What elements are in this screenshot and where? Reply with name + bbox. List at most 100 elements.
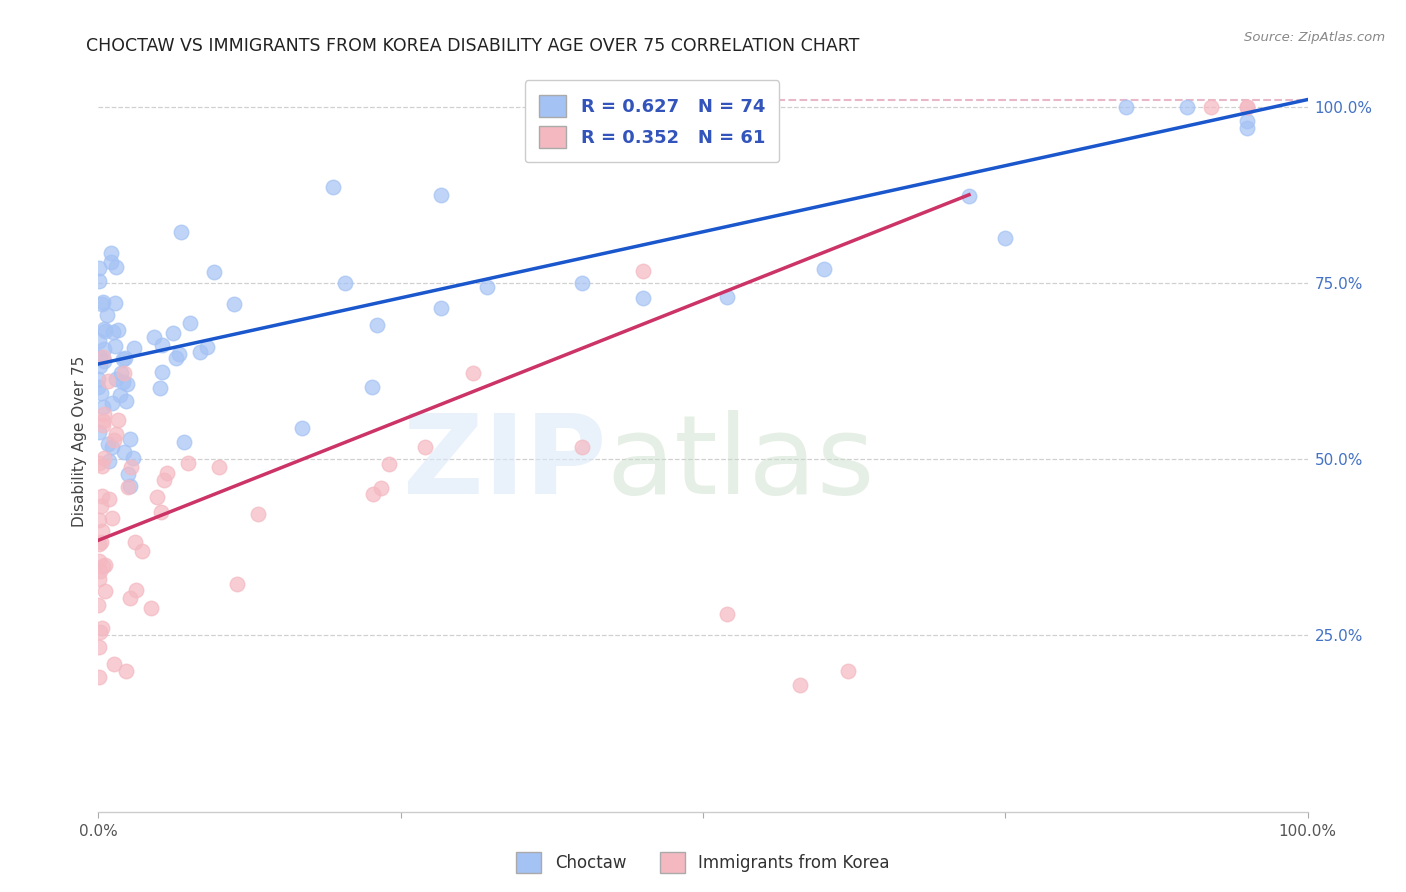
- Point: [141, 601, 163, 615]
- Point: [631, 291, 654, 305]
- Point: [93, 343, 115, 357]
- Point: [103, 433, 125, 447]
- Point: [91, 621, 114, 635]
- Point: [173, 435, 195, 450]
- Point: [170, 225, 193, 239]
- Point: [93, 295, 115, 310]
- Point: [117, 480, 139, 494]
- Point: [89, 553, 111, 567]
- Point: [378, 457, 401, 471]
- Point: [195, 340, 218, 354]
- Point: [90, 524, 112, 538]
- Point: [477, 279, 499, 293]
- Point: [108, 387, 131, 401]
- Point: [149, 381, 172, 395]
- Point: [131, 544, 153, 558]
- Point: [90, 499, 112, 513]
- Point: [94, 324, 117, 338]
- Point: [118, 591, 141, 605]
- Point: [1236, 100, 1258, 114]
- Point: [103, 657, 125, 671]
- Point: [93, 558, 115, 573]
- Text: atlas: atlas: [606, 410, 875, 517]
- Point: [89, 564, 111, 578]
- Point: [93, 450, 115, 465]
- Point: [101, 440, 124, 454]
- Point: [104, 296, 127, 310]
- Point: [87, 670, 110, 684]
- Point: [117, 467, 139, 481]
- Point: [107, 323, 129, 337]
- Point: [89, 261, 111, 276]
- Point: [91, 413, 114, 427]
- Point: [150, 337, 173, 351]
- Point: [167, 347, 190, 361]
- Point: [162, 326, 184, 340]
- Point: [89, 350, 111, 364]
- Point: [1236, 113, 1258, 128]
- Point: [93, 354, 115, 368]
- Point: [112, 444, 135, 458]
- Point: [120, 479, 142, 493]
- Point: [177, 456, 200, 470]
- Point: [837, 664, 859, 678]
- Point: [101, 326, 124, 340]
- Point: [104, 339, 127, 353]
- Point: [291, 421, 314, 435]
- Point: [366, 318, 388, 333]
- Point: [571, 276, 593, 290]
- Point: [90, 534, 112, 549]
- Point: [1175, 100, 1198, 114]
- Point: [125, 582, 148, 597]
- Point: [90, 489, 112, 503]
- Point: [153, 473, 176, 487]
- Point: [115, 393, 138, 408]
- Point: [89, 359, 111, 374]
- Point: [322, 180, 344, 194]
- Point: [91, 297, 114, 311]
- Point: [87, 425, 110, 439]
- Point: [114, 351, 136, 366]
- Y-axis label: Disability Age Over 75: Disability Age Over 75: [72, 356, 87, 527]
- Point: [91, 350, 114, 364]
- Point: [93, 407, 115, 421]
- Point: [87, 380, 110, 394]
- Point: [101, 396, 124, 410]
- Point: [111, 376, 134, 390]
- Point: [112, 366, 135, 380]
- Text: ZIP: ZIP: [404, 410, 606, 517]
- Point: [104, 372, 127, 386]
- Point: [813, 261, 835, 276]
- Point: [225, 576, 247, 591]
- Point: [716, 607, 738, 622]
- Point: [87, 598, 110, 612]
- Point: [124, 535, 146, 549]
- Point: [93, 322, 115, 336]
- Point: [87, 640, 110, 654]
- Point: [149, 505, 172, 519]
- Point: [179, 316, 201, 330]
- Point: [117, 377, 139, 392]
- Point: [150, 365, 173, 379]
- Point: [571, 440, 593, 454]
- Point: [789, 678, 811, 692]
- Point: [1199, 100, 1222, 114]
- Point: [146, 490, 169, 504]
- Point: [100, 254, 122, 268]
- Point: [246, 508, 269, 522]
- Point: [430, 188, 453, 202]
- Point: [1236, 120, 1258, 135]
- Point: [115, 664, 138, 678]
- Point: [111, 351, 134, 366]
- Point: [110, 366, 132, 380]
- Point: [333, 277, 356, 291]
- Point: [100, 511, 122, 525]
- Point: [631, 263, 654, 277]
- Point: [1236, 100, 1258, 114]
- Point: [100, 246, 122, 260]
- Point: [430, 301, 453, 316]
- Point: [222, 297, 245, 311]
- Point: [87, 274, 110, 288]
- Point: [98, 491, 121, 506]
- Point: [370, 481, 392, 495]
